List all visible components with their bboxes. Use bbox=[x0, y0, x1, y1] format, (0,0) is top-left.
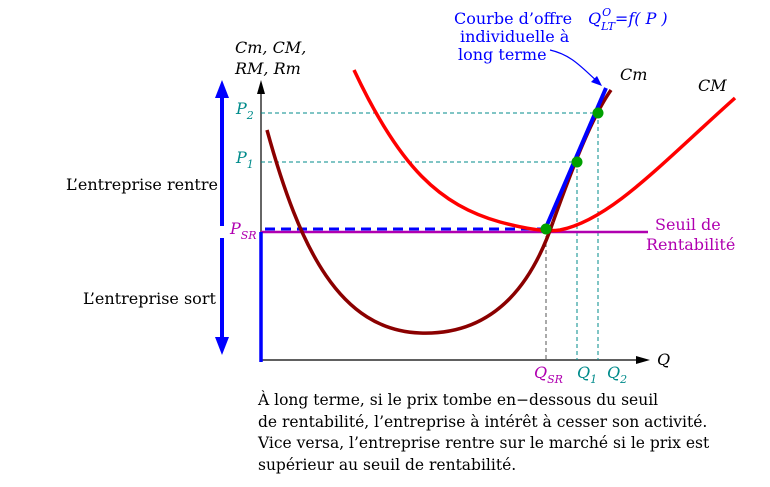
point-psr bbox=[540, 223, 552, 235]
caption-line-3: Vice versa, l’entreprise rentre sur le m… bbox=[258, 434, 710, 452]
qsr-label: QSR bbox=[534, 363, 563, 386]
enter-zone-label: L’entreprise rentre bbox=[66, 175, 218, 194]
q1-label: Q1 bbox=[577, 363, 597, 386]
y-axis-label-line1: Cm, CM, bbox=[235, 38, 306, 57]
supply-annotation-line1: Courbe d’offre bbox=[454, 9, 572, 28]
exit-zone-label: L’entreprise sort bbox=[83, 289, 216, 308]
point-p1 bbox=[571, 156, 583, 168]
psr-label: PSR bbox=[229, 219, 257, 242]
enter-arrow-head bbox=[215, 80, 229, 98]
threshold-label-line2: Rentabilité bbox=[646, 235, 735, 254]
average-cost-label: CM bbox=[698, 76, 727, 95]
caption-line-1: À long terme, si le prix tombe en−dessou… bbox=[258, 391, 659, 409]
average-variable-cost-curve bbox=[265, 129, 555, 335]
supply-formula: QO LT=f( P ) bbox=[588, 6, 668, 33]
y-axis-arrowhead bbox=[257, 80, 265, 94]
average-cost-curve bbox=[352, 69, 737, 233]
x-axis-arrowhead bbox=[636, 356, 650, 364]
p2-label: P2 bbox=[235, 99, 254, 122]
exit-arrow-head bbox=[215, 337, 229, 355]
supply-annotation-line2: individuelle à bbox=[460, 27, 570, 46]
q2-label: Q2 bbox=[607, 363, 627, 386]
caption: À long terme, si le prix tombe en−dessou… bbox=[258, 390, 758, 476]
supply-annotation-line3: long terme bbox=[458, 45, 547, 64]
caption-line-2: de rentabilité, l’entreprise à intérêt à… bbox=[258, 412, 708, 431]
supply-annotation-pointer-head bbox=[591, 76, 602, 86]
marginal-cost-label: Cm bbox=[620, 65, 647, 84]
y-axis-label-line2: RM, Rm bbox=[234, 59, 301, 78]
p1-label: P1 bbox=[235, 148, 254, 171]
supply-annotation-pointer bbox=[549, 49, 599, 83]
threshold-label-line1: Seuil de bbox=[655, 215, 721, 234]
caption-line-4: supérieur au seuil de rentabilité. bbox=[258, 455, 517, 474]
point-p2 bbox=[592, 107, 604, 119]
x-axis-label: Q bbox=[657, 350, 670, 369]
